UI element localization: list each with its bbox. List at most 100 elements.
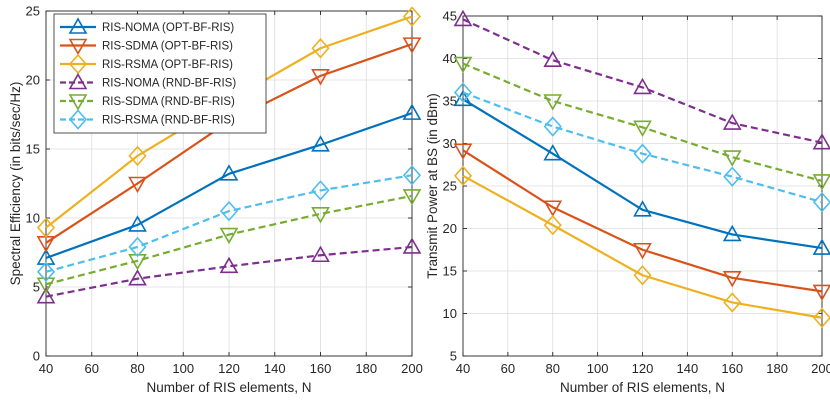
y-tick-label: 10 [26, 211, 40, 226]
x-tick-label: 40 [456, 361, 470, 376]
y-tick-label: 25 [26, 4, 40, 19]
data-point-diamond [543, 116, 562, 137]
legend-marker [68, 109, 88, 130]
x-tick-label: 140 [677, 361, 699, 376]
data-point-triangle-down [402, 37, 422, 54]
data-point-diamond [812, 307, 830, 328]
x-tick-label: 180 [766, 361, 788, 376]
x-tick-label: 60 [501, 361, 515, 376]
data-point-diamond [128, 145, 147, 167]
data-point-diamond [543, 214, 562, 236]
data-point-diamond [723, 166, 742, 187]
series-line-2 [462, 149, 823, 293]
x-tick-label: 40 [39, 361, 53, 376]
x-tick-label: 160 [721, 361, 743, 376]
data-point-triangle-up [453, 9, 473, 27]
data-point-triangle-up [402, 237, 422, 254]
x-tick-label: 100 [172, 361, 194, 376]
data-point-triangle-up [402, 103, 422, 120]
legend-marker [68, 72, 88, 90]
data-point-diamond [128, 236, 147, 258]
data-point-triangle-up [219, 164, 239, 181]
x-tick-label: 180 [355, 361, 377, 376]
x-tick-label: 80 [130, 361, 144, 376]
data-point-triangle-down [633, 242, 652, 260]
series-line-1 [462, 98, 823, 250]
x-axis-label: Number of RIS elements, N [146, 380, 311, 395]
x-tick-label: 120 [632, 361, 654, 376]
x-tick-label: 80 [546, 361, 560, 376]
y-tick-label: 10 [443, 306, 457, 321]
y-tick-label: 45 [443, 9, 457, 24]
x-tick-label: 100 [587, 361, 609, 376]
data-point-triangle-down [128, 176, 147, 194]
data-point-triangle-down [812, 174, 830, 191]
y-tick-label: 5 [33, 280, 40, 295]
y-tick-label: 5 [450, 349, 457, 364]
series-line-3 [462, 174, 823, 319]
data-point-diamond [402, 6, 422, 27]
legend-entry: RIS-SDMA (OPT-BF-RIS) [102, 41, 233, 53]
chart-panel-2: 40 60 80 100 120 140 160 180 200 5 10 15 20 25 30 35 40 4… [425, 9, 830, 395]
data-point-triangle-down [633, 120, 652, 137]
y-axis-label: Spectral Efficiency (in bits/sec/Hz) [8, 82, 23, 286]
data-point-triangle-down [402, 189, 422, 206]
series-line-6 [45, 174, 413, 273]
data-point-triangle-up [543, 144, 563, 161]
x-tick-label: 60 [85, 361, 99, 376]
data-point-triangle-up [219, 256, 239, 274]
y-tick-label: 0 [33, 349, 40, 364]
data-point-diamond [453, 82, 473, 103]
data-point-triangle-down [812, 284, 830, 302]
data-point-triangle-down [543, 94, 563, 111]
series-line-6 [462, 91, 823, 204]
y-tick-label: 15 [26, 142, 40, 157]
y-tick-label: 15 [443, 264, 457, 279]
legend-box [53, 13, 267, 134]
data-point-triangle-up [543, 50, 563, 67]
data-point-diamond [453, 165, 473, 187]
data-point-triangle-down [543, 200, 563, 217]
y-tick-label: 30 [443, 136, 457, 151]
data-point-diamond [633, 143, 652, 164]
data-point-triangle-down [311, 207, 330, 224]
series-line-5 [45, 194, 413, 286]
data-point-triangle-down [722, 271, 742, 288]
data-point-triangle-up [812, 133, 830, 150]
legend-entry: RIS-RSMA (RND-BF-RIS) [102, 115, 235, 127]
y-axis-label: Transmit Power at BS (in dBm) [425, 93, 440, 279]
data-point-triangle-up [812, 238, 830, 255]
legend-entry: RIS-NOMA (RND-BF-RIS) [102, 78, 236, 90]
data-point-triangle-down [219, 227, 239, 245]
series-line-5 [462, 62, 823, 182]
legend: RIS-NOMA (OPT-BF-RIS) RIS-SDMA (OPT-BF-RI… [53, 13, 267, 134]
y-tick-label: 35 [443, 94, 457, 109]
x-tick-label: 120 [218, 361, 240, 376]
y-tick-label: 40 [443, 51, 457, 66]
y-tick-label: 20 [26, 73, 40, 88]
data-point-triangle-down [722, 150, 742, 167]
data-point-triangle-down [453, 56, 473, 74]
data-point-diamond [812, 191, 830, 213]
legend-entry: RIS-SDMA (RND-BF-RIS) [102, 96, 235, 108]
data-point-diamond [723, 292, 742, 313]
data-point-triangle-up [128, 215, 147, 232]
data-point-triangle-down [36, 277, 56, 294]
legend-marker [68, 17, 88, 34]
x-tick-label: 140 [264, 361, 286, 376]
data-point-diamond [402, 165, 422, 186]
legend-marker [68, 94, 88, 111]
data-point-triangle-up [722, 224, 742, 242]
x-tick-label: 160 [310, 361, 332, 376]
data-point-triangle-up [633, 77, 652, 95]
series-line-4 [45, 245, 413, 298]
data-point-triangle-up [311, 245, 330, 263]
x-axis-label: Number of RIS elements, N [560, 380, 725, 395]
series-line-4 [462, 18, 823, 144]
data-point-diamond [311, 180, 330, 201]
x-tick-label: 200 [811, 361, 830, 376]
y-tick-label: 25 [443, 179, 457, 194]
data-point-diamond [633, 265, 652, 286]
series-line-1 [45, 112, 413, 260]
